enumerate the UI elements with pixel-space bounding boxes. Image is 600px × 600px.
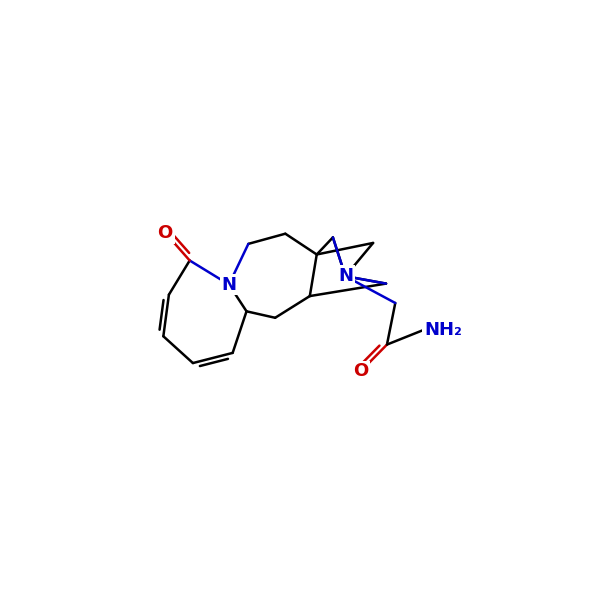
Text: O: O <box>158 224 173 242</box>
Text: N: N <box>338 267 353 285</box>
Text: N: N <box>221 275 236 293</box>
Text: NH₂: NH₂ <box>424 321 462 339</box>
Text: O: O <box>353 362 368 380</box>
